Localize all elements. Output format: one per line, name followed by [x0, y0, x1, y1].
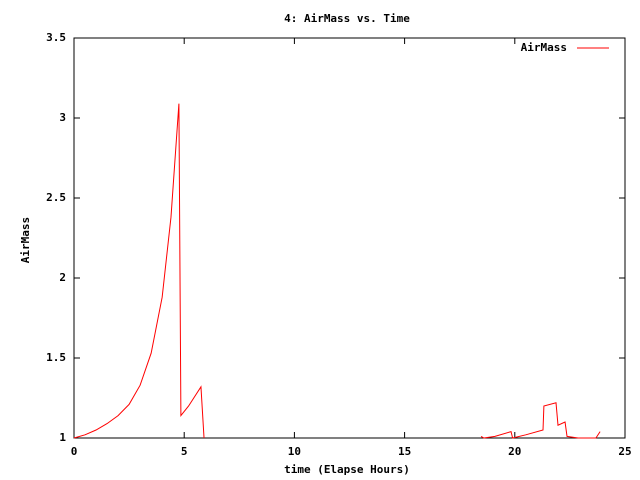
x-tick-label: 5 — [181, 445, 188, 458]
y-tick-label: 2 — [59, 271, 66, 284]
legend-label: AirMass — [521, 41, 567, 54]
x-axis-label: time (Elapse Hours) — [284, 463, 410, 476]
chart-title: 4: AirMass vs. Time — [284, 12, 410, 25]
x-tick-label: 0 — [71, 445, 78, 458]
y-axis-label: AirMass — [19, 217, 32, 263]
y-tick-label: 1.5 — [46, 351, 66, 364]
x-tick-label: 15 — [398, 445, 411, 458]
plot-frame — [73, 37, 626, 439]
x-tick-label: 25 — [618, 445, 631, 458]
x-tick-label: 20 — [508, 445, 521, 458]
y-tick-label: 3 — [59, 111, 66, 124]
line — [73, 103, 601, 439]
x-tick-label: 10 — [288, 445, 301, 458]
y-tick-label: 2.5 — [46, 191, 66, 204]
y-tick-label: 3.5 — [46, 31, 66, 44]
y-tick-label: 1 — [59, 431, 66, 444]
